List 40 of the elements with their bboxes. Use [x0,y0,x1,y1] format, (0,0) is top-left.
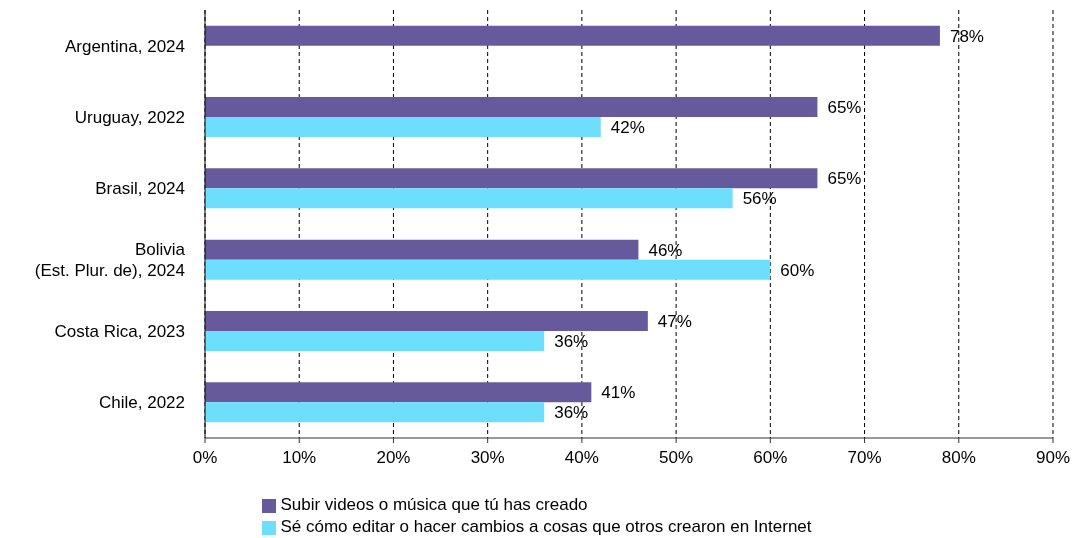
data-label: 60% [780,260,815,280]
data-label: 65% [827,98,862,118]
x-tick-label: 50% [659,448,694,468]
x-tick-label: 40% [564,448,599,468]
data-label: 46% [648,240,683,260]
x-tick-label: 10% [282,448,317,468]
data-label: 65% [827,169,862,189]
data-label: 78% [949,26,984,46]
data-label: 47% [657,312,692,332]
bar [205,188,733,209]
data-label: 41% [601,383,636,403]
y-tick-label: Brasil, 2024 [95,178,185,198]
bar [205,25,940,46]
y-tick-label: Chile, 2022 [98,392,185,412]
y-tick-label: Argentina, 2024 [64,36,185,56]
bar [205,311,648,332]
x-tick-label: 0% [192,448,218,468]
x-tick-label: 30% [470,448,505,468]
bar [205,402,545,423]
bar [205,239,639,260]
bar [205,382,592,403]
bar [205,117,601,138]
y-tick-label: Uruguay, 2022 [74,107,185,127]
data-label: 36% [554,403,589,423]
bar [205,97,818,118]
x-tick-label: 70% [847,448,882,468]
x-tick-label: 80% [941,448,976,468]
data-label: 36% [554,332,589,352]
legend-label: Subir videos o música que tú has creado [280,495,588,514]
x-tick-label: 20% [376,448,411,468]
data-label: 42% [610,118,645,138]
legend-label: Sé cómo editar o hacer cambios a cosas que otros crearon en Internet [280,517,812,536]
bar [205,168,818,189]
x-tick-label: 90% [1035,448,1071,468]
y-tick-label: Costa Rica, 2023 [54,321,185,341]
y-tick-label: Bolivia (Est. Plur. de), 2024 [34,239,186,280]
x-tick-label: 60% [753,448,788,468]
bar [205,331,545,352]
bar [205,259,771,280]
data-label: 56% [742,189,777,209]
